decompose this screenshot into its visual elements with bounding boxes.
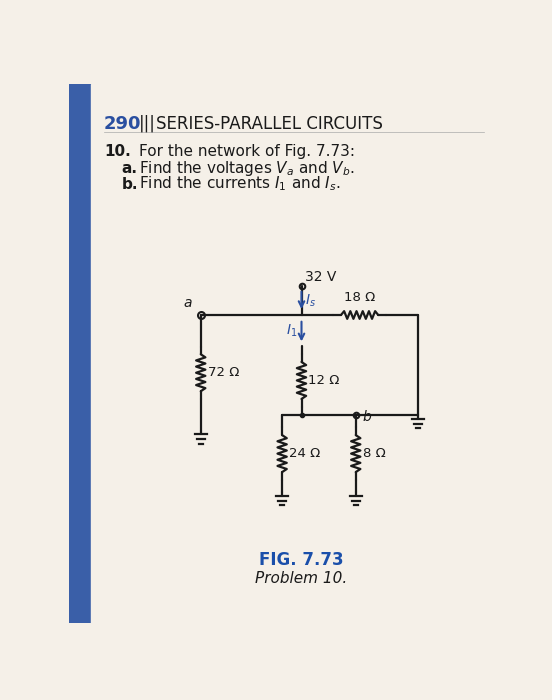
Text: b.: b. — [121, 176, 138, 192]
Text: Problem 10.: Problem 10. — [256, 570, 348, 586]
Text: Find the currents $I_1$ and $I_s$.: Find the currents $I_1$ and $I_s$. — [139, 175, 340, 193]
Text: $I_s$: $I_s$ — [305, 292, 316, 309]
Text: 24 Ω: 24 Ω — [289, 447, 320, 460]
Text: 18 Ω: 18 Ω — [344, 291, 375, 304]
Text: For the network of Fig. 7.73:: For the network of Fig. 7.73: — [139, 144, 355, 160]
Text: 290: 290 — [104, 115, 141, 133]
Bar — [69, 84, 91, 623]
Text: a.: a. — [121, 161, 137, 176]
Text: $b$: $b$ — [362, 409, 372, 424]
Text: $a$: $a$ — [183, 296, 193, 310]
Text: 72 Ω: 72 Ω — [208, 366, 239, 379]
Text: 32 V: 32 V — [305, 270, 336, 284]
Text: 10.: 10. — [104, 144, 131, 160]
Text: 12 Ω: 12 Ω — [309, 374, 340, 387]
Text: |||: ||| — [139, 115, 156, 133]
Text: 8 Ω: 8 Ω — [363, 447, 385, 460]
Text: $I_1$: $I_1$ — [285, 323, 297, 339]
Text: FIG. 7.73: FIG. 7.73 — [259, 551, 344, 569]
Text: Find the voltages $V_a$ and $V_b$.: Find the voltages $V_a$ and $V_b$. — [139, 159, 354, 178]
Polygon shape — [340, 84, 497, 146]
Text: SERIES-PARALLEL CIRCUITS: SERIES-PARALLEL CIRCUITS — [156, 115, 383, 133]
